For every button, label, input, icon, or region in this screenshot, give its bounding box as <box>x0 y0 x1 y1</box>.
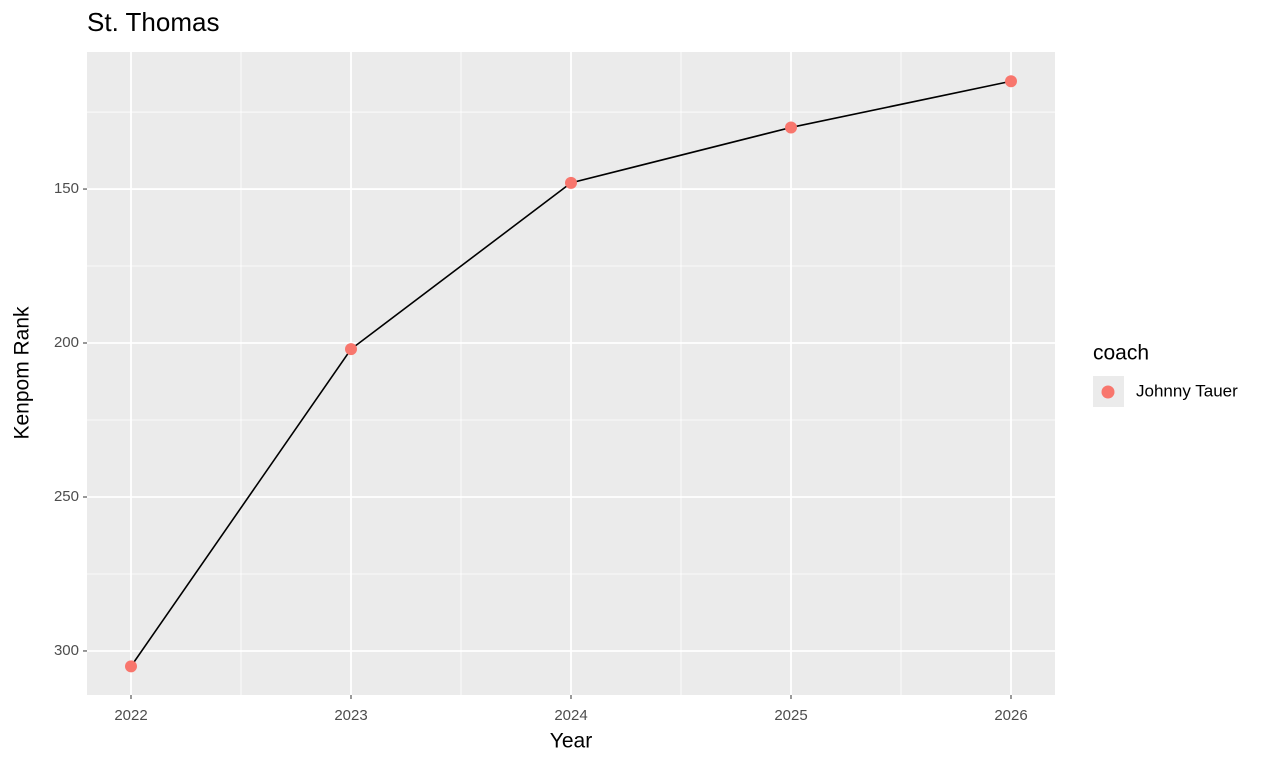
x-tick-label: 2025 <box>774 707 807 724</box>
x-tick-label: 2024 <box>554 707 587 724</box>
y-tick-label: 200 <box>54 334 79 351</box>
x-tick-label: 2022 <box>114 707 147 724</box>
legend-title: coach <box>1093 342 1149 365</box>
x-tick-label: 2023 <box>334 707 367 724</box>
y-tick-label: 250 <box>54 488 79 505</box>
chart-title: St. Thomas <box>87 7 219 37</box>
marks <box>125 75 1017 673</box>
data-point <box>345 343 357 356</box>
y-tick-label: 150 <box>54 180 79 197</box>
grid <box>87 52 1055 695</box>
y-tick-label: 300 <box>54 642 79 659</box>
x-tick-label: 2026 <box>994 707 1027 724</box>
legend-marker <box>1101 385 1115 399</box>
data-point <box>1005 75 1017 88</box>
legend-label: Johnny Tauer <box>1136 381 1238 400</box>
y-axis-title: Kenpom Rank <box>11 306 34 440</box>
x-axis-title: Year <box>550 730 592 753</box>
data-point <box>565 176 577 189</box>
data-point <box>785 121 797 134</box>
data-point <box>125 660 137 673</box>
